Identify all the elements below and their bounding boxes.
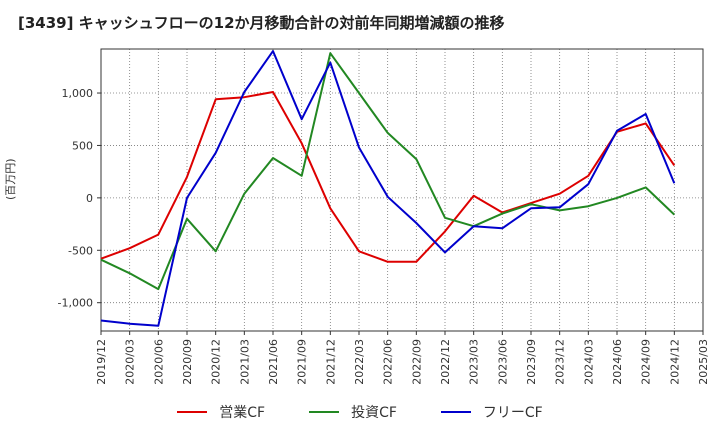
- series-line-投資CF: [100, 52, 675, 291]
- x-tick-label: 2021/06: [267, 339, 280, 385]
- legend-item: 営業CF: [177, 402, 265, 422]
- x-tick-label: 2020/09: [181, 339, 194, 385]
- x-tick-label: 2020/06: [152, 339, 165, 385]
- x-tick-label: 2020/12: [210, 339, 223, 385]
- legend-swatch: [177, 411, 208, 413]
- x-tick-label: 2024/06: [611, 339, 624, 385]
- series-line-フリーCF: [100, 50, 676, 327]
- x-tick-label: 2023/03: [468, 339, 481, 385]
- x-tick-label: 2024/03: [582, 339, 595, 385]
- series-line-営業CF: [100, 91, 676, 263]
- y-tick-label: 500: [72, 139, 93, 152]
- x-tick-label: 2024/12: [668, 339, 681, 385]
- plot-frame: [100, 48, 704, 332]
- y-tick-label: 1,000: [62, 87, 94, 100]
- legend-label: 投資CF: [351, 405, 397, 421]
- chart-title: [3439] キャッシュフローの12か月移動合計の対前年同期増減額の推移: [18, 14, 505, 32]
- legend-item: 投資CF: [309, 402, 397, 422]
- legend: 営業CF 投資CF フリーCF: [0, 402, 720, 422]
- x-tick-label: 2022/03: [353, 339, 366, 385]
- x-tick-label: 2023/06: [496, 339, 509, 385]
- y-tick-label: -500: [68, 244, 93, 257]
- x-tick-label: 2021/12: [324, 339, 337, 385]
- legend-swatch: [309, 411, 340, 413]
- x-tick-label: 2021/03: [238, 339, 251, 385]
- x-tick-label: 2020/03: [124, 339, 137, 385]
- legend-swatch: [440, 411, 471, 413]
- x-tick-label: 2022/09: [410, 339, 423, 385]
- x-tick-label: 2022/12: [439, 339, 452, 385]
- legend-label: 営業CF: [219, 405, 266, 421]
- x-tick-label: 2023/09: [525, 339, 538, 385]
- y-tick-label: -1,000: [58, 297, 93, 310]
- y-tick-label: 0: [86, 192, 93, 205]
- x-tick-label: 2022/06: [382, 339, 395, 385]
- x-tick-label: 2023/12: [554, 339, 567, 385]
- legend-item: フリーCF: [440, 402, 543, 422]
- x-tick-label: 2025/03: [697, 339, 710, 385]
- legend-label: フリーCF: [482, 405, 543, 421]
- x-tick-label: 2021/09: [296, 339, 309, 385]
- x-tick-label: 2019/12: [95, 339, 108, 385]
- x-tick-label: 2024/09: [640, 339, 653, 385]
